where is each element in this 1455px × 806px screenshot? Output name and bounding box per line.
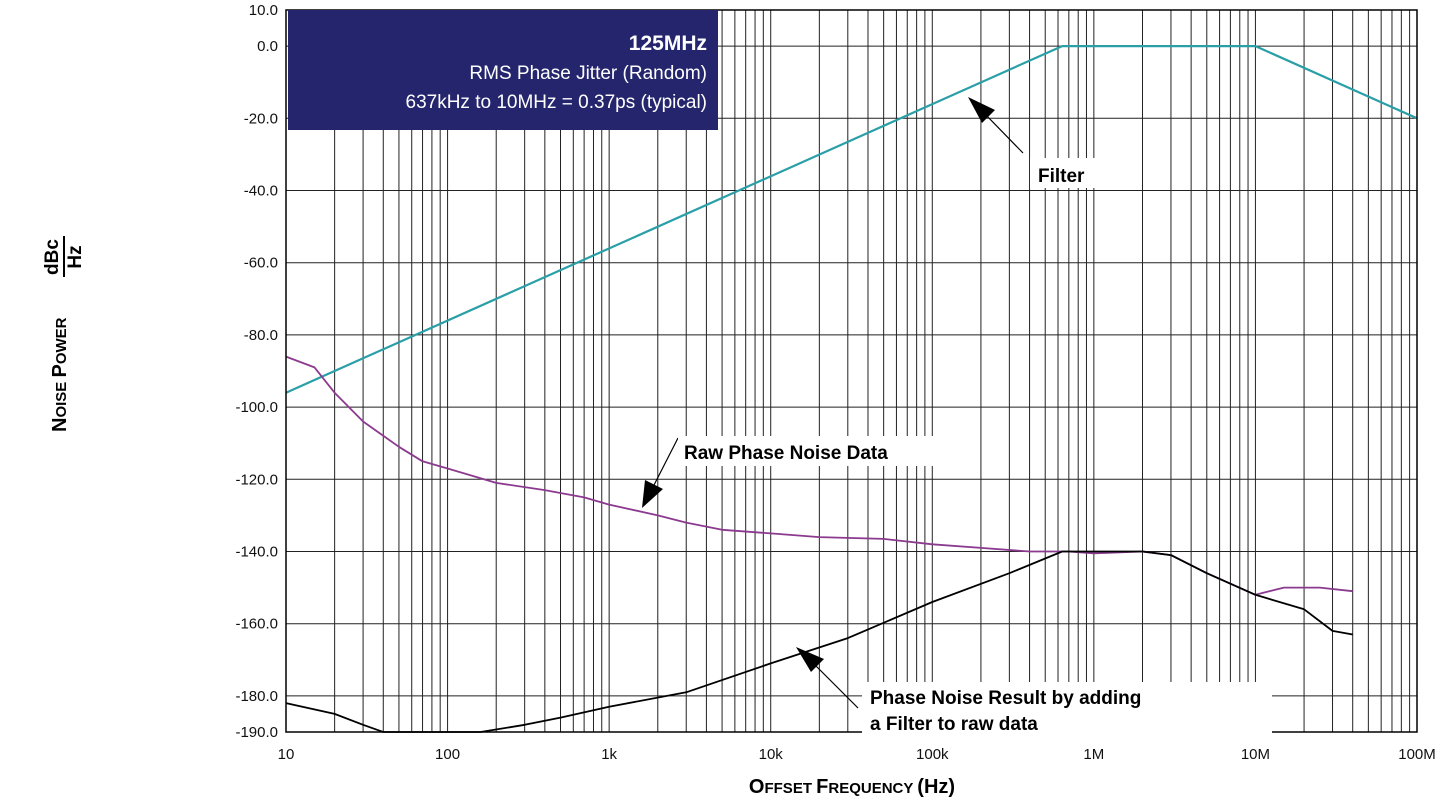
result-pointer-line <box>814 664 859 709</box>
y-tick-label: -80.0 <box>244 327 278 344</box>
y-tick-label: -120.0 <box>235 471 278 488</box>
y-axis-title: NOISE POWER dBc Hz <box>42 236 86 432</box>
x-tick-label: 100M <box>1398 746 1436 763</box>
raw-arrowhead <box>642 480 663 508</box>
result-label-bg <box>862 682 1272 738</box>
x-tick-label: 1M <box>1083 746 1104 763</box>
raw-data-annotation: Raw Phase Noise Data <box>642 436 976 508</box>
info-box-line-2: 637kHz to 10MHz = 0.37ps (typical) <box>406 92 708 113</box>
y-axis-ticks: 10.0 0.0 -20.0 -40.0 -60.0 -80.0 -100.0 -120.0 -… <box>235 2 278 741</box>
x-axis-ticks: 10 100 1k 10k 100k 1M 10M 100M <box>278 746 1436 763</box>
x-tick-label: 10k <box>759 746 784 763</box>
raw-pointer-line <box>652 437 679 488</box>
result-label-line-2: a Filter to raw data <box>870 714 1038 735</box>
y-axis-unit-denominator: Hz <box>65 245 86 268</box>
series-lines <box>285 44 1418 733</box>
y-axis-title-main: NOISE POWER <box>49 317 71 432</box>
y-tick-label: -160.0 <box>235 616 278 633</box>
y-tick-label: 0.0 <box>257 38 278 55</box>
filter-annotation: Filter <box>968 97 1110 188</box>
y-tick-label: -180.0 <box>235 688 278 705</box>
y-tick-label: -20.0 <box>244 110 278 127</box>
x-tick-label: 100 <box>435 746 460 763</box>
x-axis-title: OFFSET FREQUENCY (Hz) <box>749 776 955 798</box>
filter-label-bg <box>1030 158 1110 188</box>
result-label-line-1: Phase Noise Result by adding <box>870 688 1141 709</box>
y-tick-label: -60.0 <box>244 255 278 272</box>
y-tick-label: -190.0 <box>235 724 278 741</box>
result-annotation: Phase Noise Result by adding a Filter to… <box>796 647 1272 738</box>
x-tick-label: 10M <box>1241 746 1270 763</box>
x-tick-label: 100k <box>916 746 949 763</box>
x-tick-label: 1k <box>601 746 617 763</box>
result-arrowhead <box>796 647 824 672</box>
info-box-background <box>288 10 718 130</box>
filter-pointer-line <box>984 113 1024 154</box>
filter-label: Filter <box>1038 166 1085 187</box>
info-box-line-1: RMS Phase Jitter (Random) <box>469 63 707 84</box>
plot-frame <box>285 9 1418 733</box>
filter-arrowhead <box>968 97 995 123</box>
raw-label: Raw Phase Noise Data <box>684 443 888 464</box>
x-tick-label: 10 <box>278 746 295 763</box>
y-tick-label: 10.0 <box>249 2 278 19</box>
y-axis-unit-numerator: dBc <box>42 239 63 275</box>
y-tick-label: -140.0 <box>235 544 278 561</box>
filter-curve <box>285 44 1418 394</box>
info-box-title: 125MHz <box>629 32 707 55</box>
raw-label-bg <box>678 436 976 466</box>
y-tick-label: -40.0 <box>244 183 278 200</box>
y-tick-label: -100.0 <box>235 399 278 416</box>
info-box: 125MHz RMS Phase Jitter (Random) 637kHz … <box>288 10 718 130</box>
